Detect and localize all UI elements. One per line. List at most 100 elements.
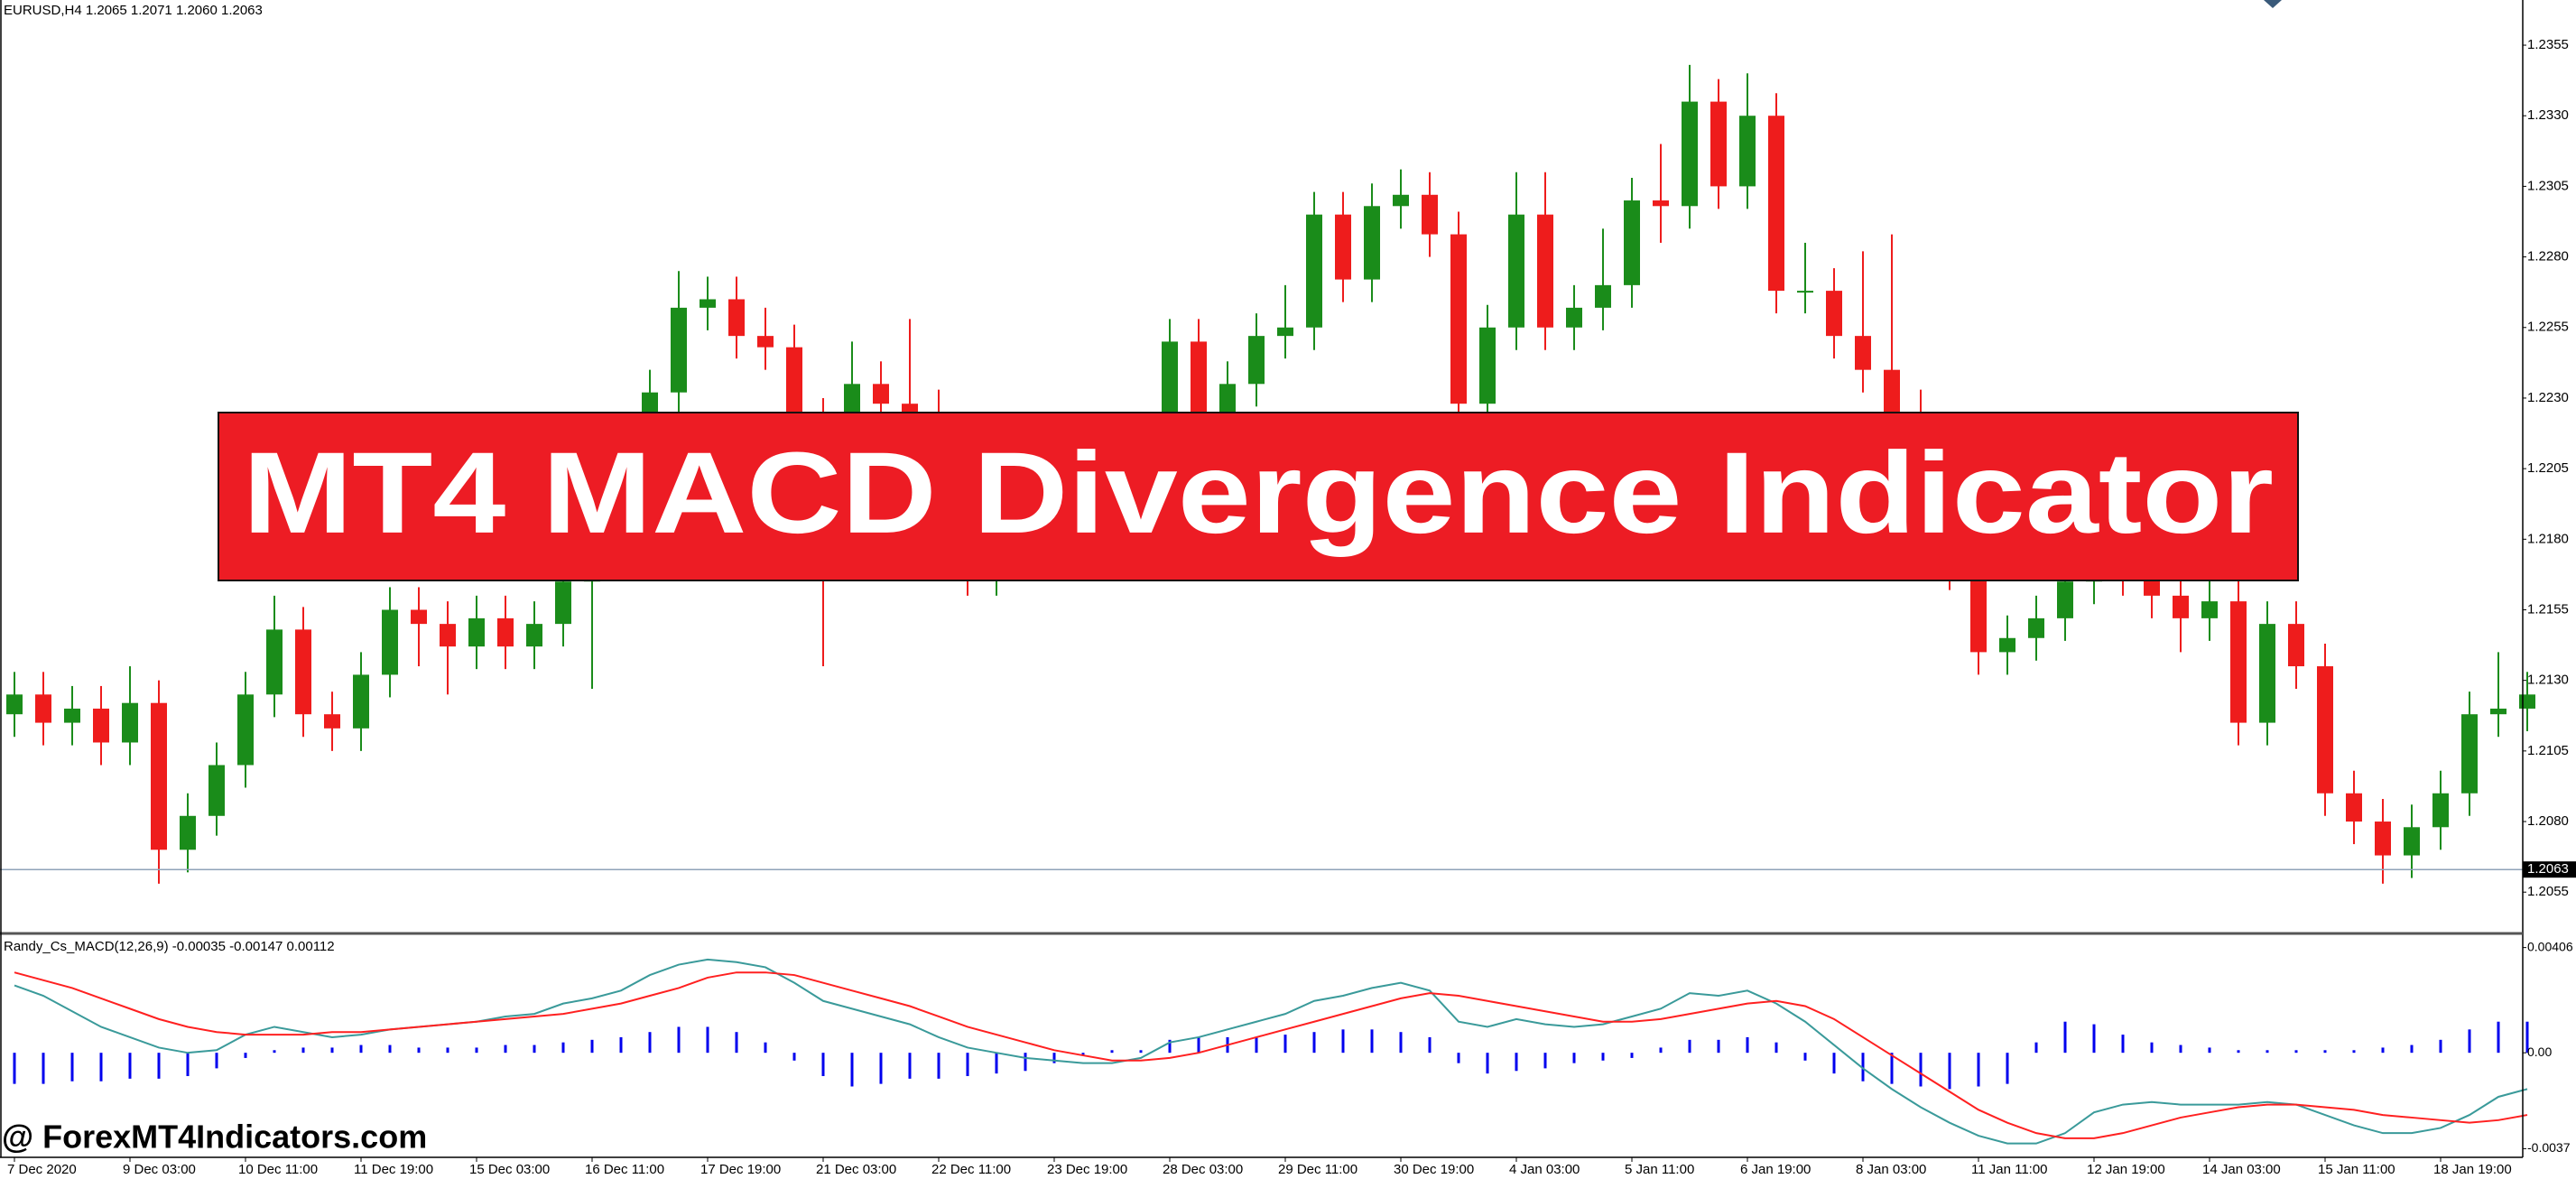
candle-body: [1797, 291, 1813, 293]
candle-body: [1277, 327, 1293, 337]
candle-body: [757, 336, 774, 348]
candle-body: [728, 299, 745, 337]
x-tick-label: 29 Dec 11:00: [1278, 1162, 1357, 1177]
x-tick-label: 12 Jan 19:00: [2087, 1162, 2165, 1177]
shift-marker: [2264, 0, 2282, 8]
x-tick-label: 18 Jan 19:00: [2433, 1162, 2512, 1177]
candle-body: [266, 629, 283, 695]
y-tick-label: 0.00406: [2527, 939, 2573, 953]
x-tick-label: 22 Dec 11:00: [931, 1162, 1011, 1177]
indicator-title: Randy_Cs_MACD(12,26,9) -0.00035 -0.00147…: [4, 939, 335, 954]
candle-body: [1768, 116, 1784, 292]
y-tick-label: -0.0037: [2527, 1140, 2571, 1155]
candle-body: [1219, 384, 1236, 413]
x-tick-label: 15 Jan 11:00: [2318, 1162, 2395, 1177]
y-tick-label: 0.00: [2527, 1044, 2552, 1059]
candle-body: [1826, 291, 1842, 337]
y-tick-label: 1.2280: [2527, 249, 2569, 265]
candle-body: [440, 624, 456, 647]
x-tick-label: 11 Dec 19:00: [354, 1162, 433, 1177]
x-tick-label: 10 Dec 11:00: [238, 1162, 318, 1177]
candle-body: [411, 609, 427, 625]
y-tick-label: 1.2355: [2527, 37, 2569, 52]
candle-body: [6, 694, 23, 715]
candle-body: [382, 609, 398, 675]
y-tick-label: 1.2105: [2527, 743, 2569, 758]
x-tick-label: 23 Dec 19:00: [1047, 1162, 1127, 1177]
candle-body: [151, 702, 167, 850]
candle-body: [1393, 194, 1409, 207]
candle-body: [1999, 637, 2015, 653]
candle-body: [2490, 708, 2507, 715]
indicator-line: [14, 971, 2528, 1139]
candle-body: [1682, 101, 1698, 207]
candle-body: [1364, 206, 1380, 280]
candle-body: [1595, 284, 1611, 308]
candle-body: [1710, 101, 1727, 187]
candle-body: [35, 694, 51, 723]
candle-body: [93, 708, 109, 743]
x-tick-label: 7 Dec 2020: [7, 1162, 77, 1177]
banner: [218, 412, 2299, 581]
watermark: @ ForexMT4Indicators.com: [2, 1119, 427, 1156]
x-tick-label: 5 Jan 11:00: [1625, 1162, 1694, 1177]
y-tick-label: 1.2305: [2527, 178, 2569, 193]
candle-body: [873, 384, 889, 404]
candle-body: [902, 404, 918, 413]
y-tick-label: 1.2205: [2527, 460, 2569, 476]
candle-body: [1653, 200, 1669, 207]
candle-body: [2317, 666, 2333, 794]
x-tick-label: 8 Jan 03:00: [1856, 1162, 1926, 1177]
candle-body: [526, 624, 542, 647]
y-tick-label: 1.2230: [2527, 390, 2569, 405]
x-tick-label: 17 Dec 19:00: [700, 1162, 781, 1177]
candle-body: [2201, 601, 2218, 618]
candle-body: [2259, 624, 2275, 723]
candle-body: [324, 714, 340, 729]
candle-body: [2461, 714, 2478, 794]
y-tick-label: 1.2155: [2527, 601, 2569, 617]
candle-body: [1537, 214, 1553, 328]
candle-body: [1855, 336, 1871, 370]
x-tick-label: 14 Jan 03:00: [2202, 1162, 2281, 1177]
candle-body: [1508, 214, 1524, 328]
x-tick-label: 21 Dec 03:00: [816, 1162, 896, 1177]
y-tick-label: 1.2130: [2527, 673, 2569, 688]
candle-body: [2375, 822, 2391, 856]
x-tick-label: 30 Dec 19:00: [1394, 1162, 1474, 1177]
candle-body: [2057, 581, 2073, 618]
candle-body: [1624, 200, 1640, 285]
x-tick-label: 9 Dec 03:00: [123, 1162, 196, 1177]
candle-body: [1306, 214, 1322, 328]
candle-body: [1884, 369, 1900, 413]
candle-body: [295, 629, 311, 715]
candle-body: [2230, 601, 2247, 723]
candle-body: [2028, 617, 2044, 638]
candle-body: [1191, 341, 1207, 413]
candle-body: [122, 702, 138, 743]
x-tick-label: 15 Dec 03:00: [469, 1162, 550, 1177]
last-price-label: 1.2063: [2527, 861, 2569, 877]
candle-body: [671, 307, 687, 393]
candle-body: [64, 708, 80, 723]
candle-body: [1422, 194, 1438, 235]
x-tick-label: 11 Jan 11:00: [1971, 1162, 2048, 1177]
y-tick-label: 1.2330: [2527, 107, 2569, 123]
candle-body: [1739, 116, 1756, 187]
candle-body: [2432, 793, 2449, 828]
last-price-box: [2523, 861, 2576, 878]
candle-body: [700, 299, 716, 308]
candle-body: [1566, 307, 1582, 328]
candle-body: [1248, 336, 1265, 385]
chart-title: EURUSD,H4 1.2065 1.2071 1.2060 1.2063: [4, 3, 263, 18]
y-tick-label: 1.2055: [2527, 884, 2569, 899]
candle-body: [497, 617, 514, 647]
candle-body: [1970, 567, 1987, 653]
y-tick-label: 1.2255: [2527, 320, 2569, 335]
plot-layer: [0, 64, 2535, 1145]
x-tick-label: 4 Jan 03:00: [1509, 1162, 1580, 1177]
candle-body: [2346, 793, 2362, 822]
